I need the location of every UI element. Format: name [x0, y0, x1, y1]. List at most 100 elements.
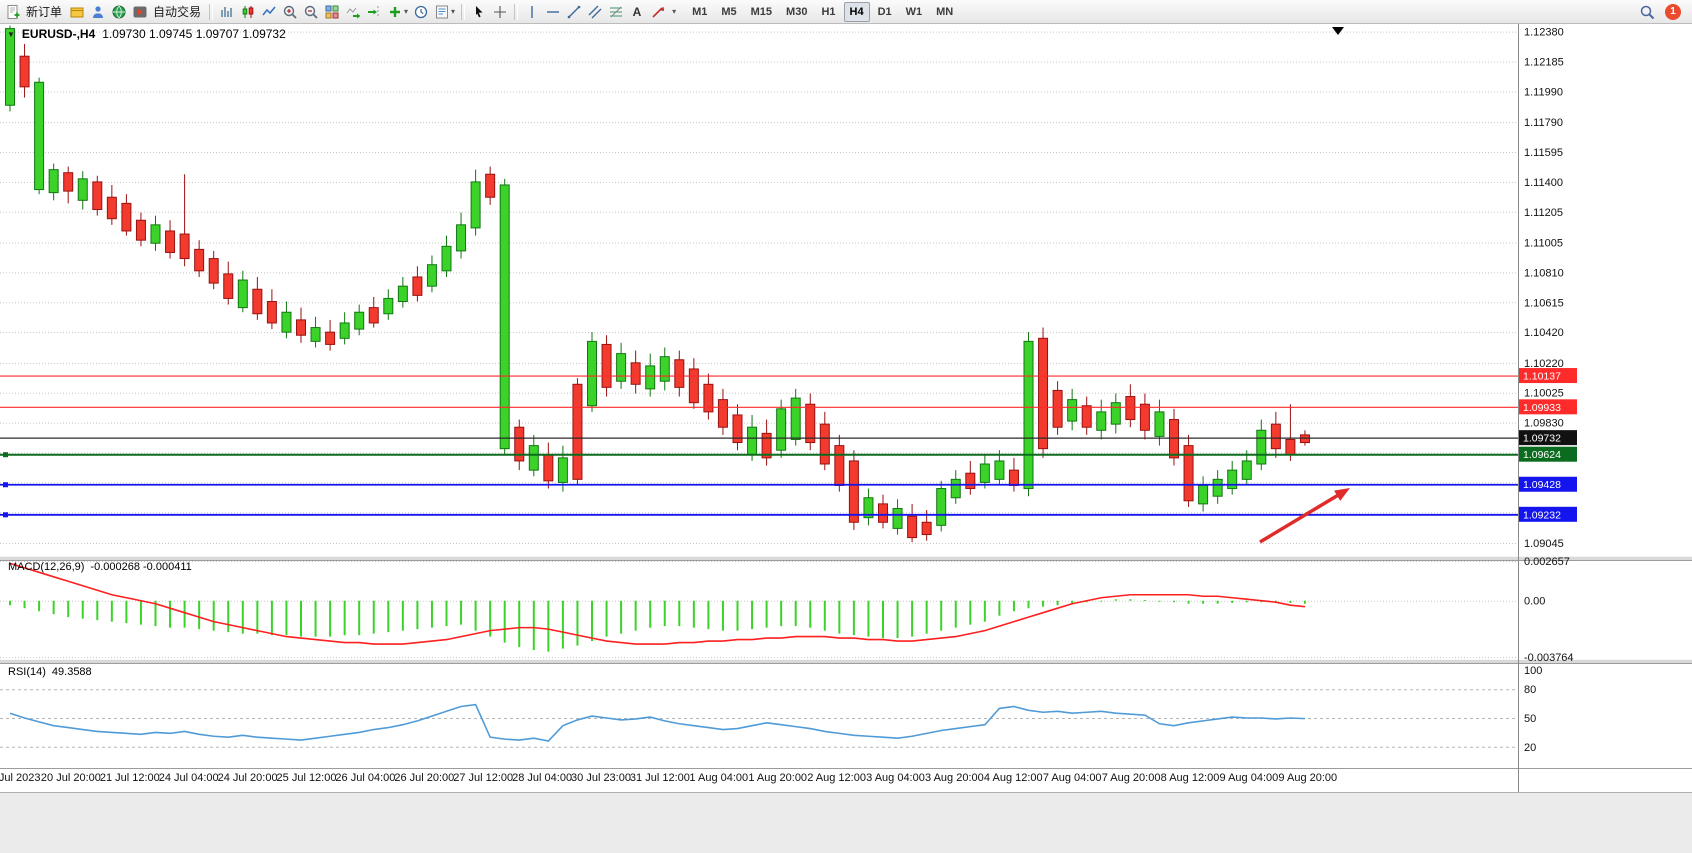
scroll-end-marker-icon[interactable] — [1332, 27, 1344, 35]
chart-shift-button[interactable] — [364, 2, 384, 22]
expert-advisors-button[interactable] — [88, 2, 108, 22]
candle — [1227, 460, 1238, 495]
macd-signal-line — [9, 562, 1306, 645]
zoom-in-button[interactable] — [280, 2, 300, 22]
axis-label: 1.11990 — [1524, 86, 1563, 98]
candle — [616, 342, 627, 389]
toolbar-separator — [514, 3, 519, 20]
notification-badge[interactable]: 1 — [1665, 3, 1681, 20]
axis-label: 1.12380 — [1524, 27, 1564, 39]
candle — [1081, 396, 1092, 435]
candle — [1125, 384, 1136, 428]
profiles-button[interactable] — [67, 2, 87, 22]
price-tag — [1519, 368, 1577, 384]
axis-label: 1.11005 — [1524, 237, 1563, 249]
candle — [470, 169, 481, 236]
line-anchor-handle[interactable] — [3, 452, 8, 458]
trendline-button[interactable] — [564, 2, 584, 22]
axis-label: 3 Aug 20:00 — [925, 772, 984, 784]
macd-values: -0.000268 -0.000411 — [90, 561, 192, 573]
axis-label: 24 Jul 04:00 — [159, 772, 219, 784]
candlestick-chart-button[interactable] — [238, 2, 258, 22]
arrow-tool-button[interactable] — [648, 2, 668, 22]
auto-scroll-button[interactable] — [343, 2, 363, 22]
axis-label: 30 Jul 23:00 — [571, 772, 631, 784]
candle — [1052, 381, 1063, 435]
shapes-more-button[interactable]: ▾ — [669, 2, 678, 22]
candle — [121, 194, 132, 236]
price-tag — [1519, 476, 1577, 492]
autotrading-icon — [133, 6, 147, 17]
template-icon — [436, 5, 449, 18]
fibonacci-button[interactable] — [606, 2, 626, 22]
timeframe-m15[interactable]: M15 — [750, 5, 773, 18]
community-button[interactable] — [109, 2, 129, 22]
channel-icon — [588, 5, 602, 18]
cursor-button[interactable] — [469, 2, 489, 22]
candle — [703, 373, 714, 420]
search-button[interactable] — [1637, 2, 1657, 22]
panel-separator[interactable] — [0, 556, 1692, 561]
axis-label: 50 — [1524, 713, 1536, 725]
one-click-trading-caret-icon[interactable]: ▼ — [7, 29, 15, 39]
candle — [717, 388, 728, 435]
new-order-button[interactable] — [3, 2, 23, 22]
timeframe-h4[interactable]: H4 — [843, 1, 870, 22]
candle — [601, 335, 612, 397]
autotrading-label[interactable]: 自动交易 — [153, 5, 202, 19]
horizontal-line-button[interactable] — [543, 2, 563, 22]
horizontal-line-icon — [547, 10, 560, 13]
autotrading-button[interactable] — [130, 2, 150, 22]
candle — [1038, 327, 1049, 458]
timeframe-d1[interactable]: D1 — [877, 5, 892, 18]
price-tag — [1519, 399, 1577, 415]
zoom-out-button[interactable] — [301, 2, 321, 22]
axis-label: 20 — [1524, 742, 1536, 754]
candle — [1183, 434, 1194, 507]
indicators-button[interactable]: ▾ — [385, 2, 410, 22]
line-chart-button[interactable] — [259, 2, 279, 22]
candle — [1139, 393, 1150, 440]
periods-button[interactable] — [411, 2, 431, 22]
candle — [194, 240, 205, 277]
axis-label: 4 Aug 12:00 — [984, 772, 1043, 784]
crosshair-button[interactable] — [490, 2, 510, 22]
axis-label: 1.09045 — [1524, 538, 1564, 550]
text-tool-button[interactable]: A — [627, 2, 647, 22]
candle — [208, 250, 219, 290]
timeframe-m5[interactable]: M5 — [721, 5, 737, 18]
axis-label: 1.11595 — [1524, 147, 1563, 159]
timeframe-w1[interactable]: W1 — [905, 5, 923, 18]
templates-button[interactable]: ▾ — [432, 2, 457, 22]
arrow-annotation[interactable] — [1259, 488, 1350, 544]
candle — [412, 266, 423, 302]
rsi-value: 49.3588 — [51, 666, 92, 678]
panel-separator[interactable] — [0, 659, 1692, 664]
new-order-label[interactable]: 新订单 — [26, 5, 63, 19]
axis-label: 2 Aug 12:00 — [807, 772, 866, 784]
timeframe-mn[interactable]: MN — [936, 5, 954, 18]
templates-caret-icon: ▾ — [451, 7, 456, 16]
timeframe-m1[interactable]: M1 — [692, 5, 708, 18]
axis-label: -0.003764 — [1524, 652, 1574, 664]
zoom-out-icon — [304, 5, 318, 19]
chart-ohlc-label: 1.09730 1.09745 1.09707 1.09732 — [102, 27, 286, 41]
tile-windows-icon — [325, 5, 339, 18]
macd-name: MACD(12,26,9) — [8, 561, 85, 573]
axis-label: 1.11205 — [1524, 207, 1563, 219]
candle — [1023, 332, 1034, 497]
line-anchor-handle[interactable] — [3, 482, 8, 488]
vertical-line-button[interactable] — [522, 2, 542, 22]
candle — [674, 350, 685, 397]
candle — [514, 419, 525, 471]
channel-button[interactable] — [585, 2, 605, 22]
bar-chart-button[interactable] — [217, 2, 237, 22]
timeframe-h1[interactable]: H1 — [821, 5, 836, 18]
axis-label: 1.09933 — [1523, 402, 1561, 414]
trendline-icon — [567, 5, 581, 18]
timeframe-m30[interactable]: M30 — [786, 5, 808, 18]
candle — [34, 77, 45, 195]
tile-windows-button[interactable] — [322, 2, 342, 22]
line-anchor-handle[interactable] — [3, 512, 8, 518]
